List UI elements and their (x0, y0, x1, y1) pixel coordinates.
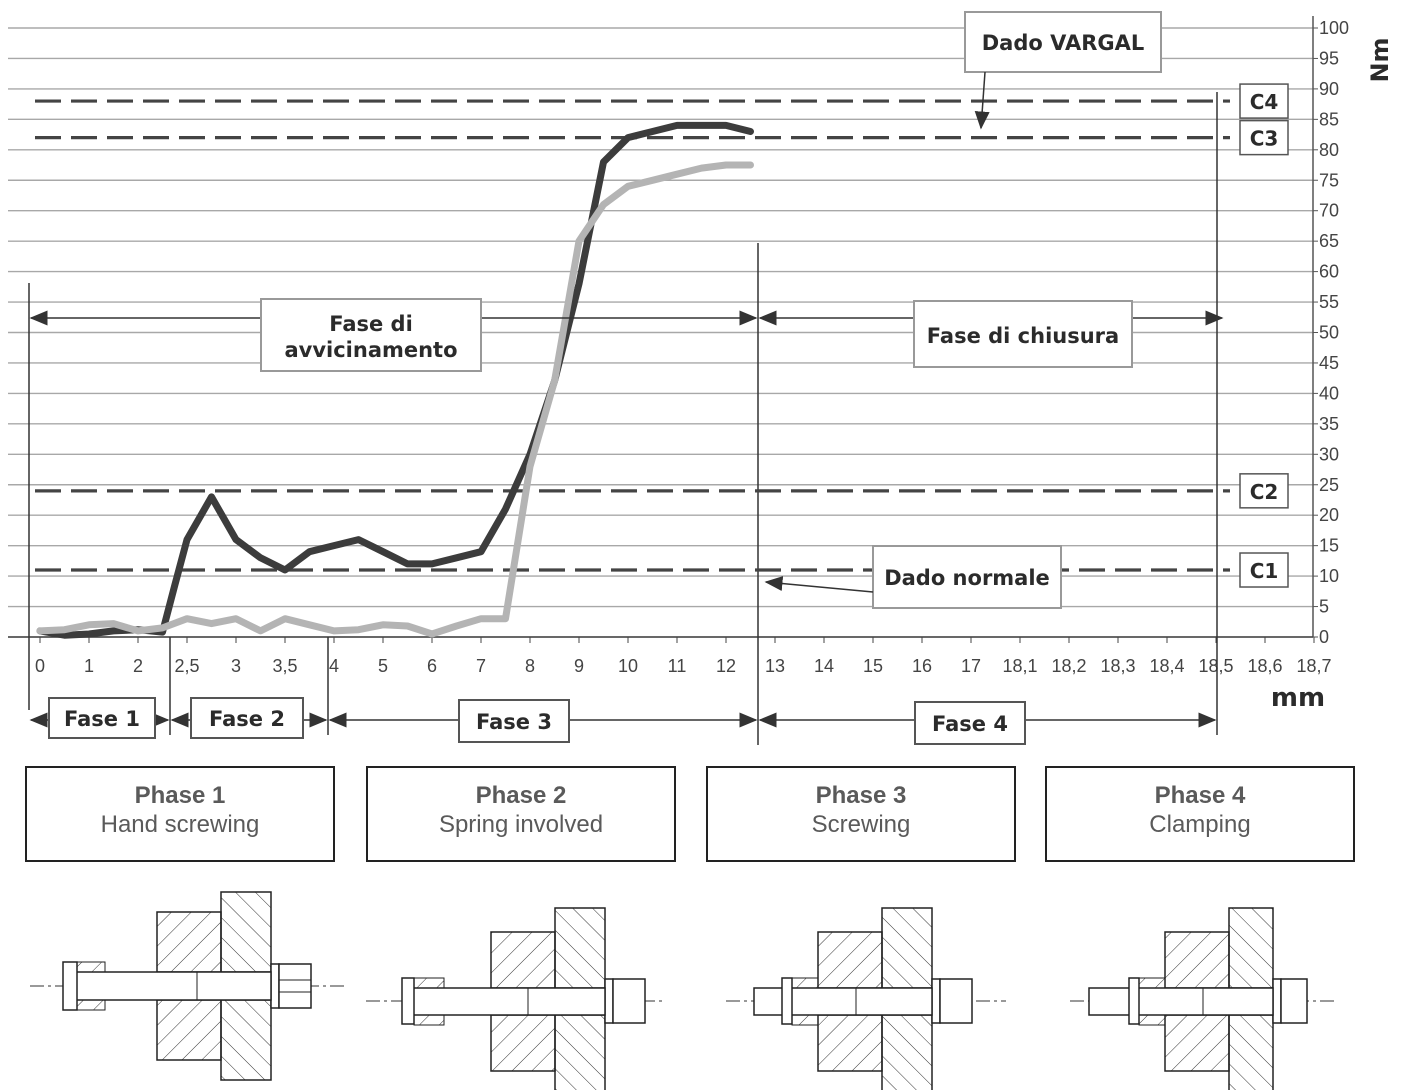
reference-label-box (1239, 552, 1289, 588)
assembly-drawing-phase-3 (726, 907, 1006, 1090)
phase-span-label: Fase 4 (932, 712, 1008, 736)
y-tick-label: 30 (1319, 444, 1339, 464)
x-tick-label: 6 (427, 656, 437, 676)
x-tick-label: 18,7 (1296, 656, 1331, 676)
y-tick-label: 35 (1319, 414, 1339, 434)
y-tick-label: 25 (1319, 475, 1339, 495)
x-tick-label: 1 (84, 656, 94, 676)
phase-title: Phase 1 (134, 782, 226, 809)
reference-label-box (1239, 119, 1289, 156)
y-tick-label: 90 (1319, 79, 1339, 99)
y-tick-label: 5 (1319, 597, 1329, 617)
x-tick-label: 18,1 (1002, 656, 1037, 676)
y-tick-label: 70 (1319, 201, 1339, 221)
callout-arrow (764, 576, 874, 593)
x-tick-label: 18,3 (1100, 656, 1135, 676)
callout-box (872, 545, 1062, 609)
phase-card-3: Phase 3 Screwing (706, 766, 1016, 862)
x-tick-label: 18,4 (1149, 656, 1184, 676)
x-axis-title: mm (1271, 683, 1325, 713)
annotation-box (913, 300, 1133, 368)
x-tick-label: 13 (765, 656, 785, 676)
x-tick-label: 4 (329, 656, 339, 676)
x-tick-label: 5 (378, 656, 388, 676)
x-tick-label: 9 (574, 656, 584, 676)
reference-label: C1 (1250, 559, 1279, 583)
callout-normale: Dado normale (884, 566, 1050, 590)
x-tick-label: 2,5 (174, 656, 199, 676)
series-line-dado-normale (36, 161, 754, 638)
phase-span-label: Fase 2 (209, 707, 285, 731)
x-tick-label: 3 (231, 656, 241, 676)
x-tick-label: 0 (35, 656, 45, 676)
annotation-closing: Fase di chiusura (927, 324, 1119, 348)
y-tick-label: 55 (1319, 292, 1339, 312)
reference-label: C2 (1250, 480, 1279, 504)
x-tick-label: 18,2 (1051, 656, 1086, 676)
callout-vargal: Dado VARGAL (982, 31, 1145, 55)
phase-subtitle: Hand screwing (100, 811, 260, 838)
y-tick-label: 0 (1319, 627, 1329, 647)
x-tick-label: 15 (863, 656, 883, 676)
x-tick-label: 2 (133, 656, 143, 676)
annotation-approach-line2: avvicinamento (284, 338, 457, 362)
y-tick-label: 85 (1319, 109, 1339, 129)
phase-label-box (48, 697, 156, 739)
x-tick-label: 14 (814, 656, 834, 676)
assembly-drawing-phase-1 (30, 891, 345, 1081)
reference-label-box (1239, 83, 1289, 119)
annotation-approach-line1: Fase di (329, 312, 413, 336)
phase-label-box (190, 697, 304, 739)
phase-subtitle: Clamping (1149, 811, 1251, 838)
x-tick-label: 8 (525, 656, 535, 676)
x-tick-label: 18,6 (1247, 656, 1282, 676)
assembly-drawing-phase-2 (366, 907, 666, 1090)
y-tick-label: 60 (1319, 262, 1339, 282)
y-tick-label: 100 (1319, 18, 1349, 38)
reference-label-box (1239, 473, 1289, 509)
y-tick-label: 95 (1319, 48, 1339, 68)
y-tick-label: 20 (1319, 505, 1339, 525)
x-tick-label: 16 (912, 656, 932, 676)
phase-title: Phase 3 (815, 782, 907, 809)
phase-card-2: Phase 2 Spring involved (366, 766, 676, 862)
y-tick-label: 45 (1319, 353, 1339, 373)
x-tick-label: 18,5 (1198, 656, 1233, 676)
y-tick-label: 65 (1319, 231, 1339, 251)
y-tick-label: 50 (1319, 323, 1339, 343)
phase-title: Phase 4 (1154, 782, 1246, 809)
phase-card-4: Phase 4 Clamping (1045, 766, 1355, 862)
y-tick-label: 75 (1319, 170, 1339, 190)
x-tick-label: 12 (716, 656, 736, 676)
phase-label-box (914, 701, 1026, 745)
y-tick-label: 10 (1319, 566, 1339, 586)
phase-subtitle: Screwing (811, 811, 911, 838)
x-tick-label: 17 (961, 656, 981, 676)
callout-arrow (974, 71, 990, 130)
phase-span-label: Fase 3 (476, 710, 552, 734)
x-tick-label: 10 (618, 656, 638, 676)
phase-card-1: Phase 1 Hand screwing (25, 766, 335, 862)
phase-span-label: Fase 1 (64, 707, 140, 731)
x-tick-label: 7 (476, 656, 486, 676)
callout-box (964, 11, 1162, 73)
phase-subtitle: Spring involved (438, 811, 604, 838)
annotation-box (260, 298, 482, 372)
x-tick-label: 3,5 (272, 656, 297, 676)
y-tick-label: 80 (1319, 140, 1339, 160)
y-axis-title: Nm (1366, 37, 1394, 82)
y-tick-label: 40 (1319, 383, 1339, 403)
phase-title: Phase 2 (475, 782, 567, 809)
x-tick-label: 11 (668, 656, 687, 676)
reference-label: C4 (1250, 90, 1279, 114)
assembly-drawing-phase-4 (1070, 907, 1335, 1090)
series-line-dado-vargal (36, 121, 754, 639)
phase-label-box (458, 699, 570, 743)
reference-label: C3 (1250, 127, 1279, 151)
torque-chart: 0510152025303540455055606570758085909510… (8, 11, 1394, 745)
y-tick-label: 15 (1319, 536, 1339, 556)
